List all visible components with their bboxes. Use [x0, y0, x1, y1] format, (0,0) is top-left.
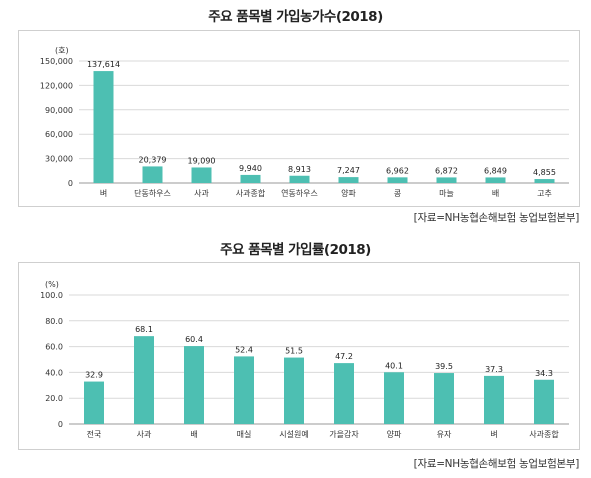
data-label: 34.3: [535, 369, 553, 378]
data-label: 19,090: [188, 156, 216, 165]
y-tick-label: 60.0: [45, 343, 63, 352]
y-axis-unit: (호): [55, 46, 69, 55]
y-tick-label: 100.0: [40, 291, 63, 300]
x-tick-label: 벼: [100, 188, 107, 198]
x-tick-label: 배: [190, 430, 197, 439]
bar-9: [484, 375, 504, 424]
x-tick-label: 마늘: [439, 189, 454, 198]
bar-2: [134, 336, 154, 424]
bar-7: [387, 177, 408, 183]
data-label: 68.1: [135, 325, 153, 334]
y-tick-label: 80.0: [45, 317, 63, 326]
bar-8: [436, 177, 457, 183]
bar-10: [534, 379, 554, 424]
x-tick-label: 유자: [437, 430, 452, 439]
source-note-rate: [자료=NH농협손해보험 농업보험본부]: [413, 458, 580, 470]
bar-8: [434, 373, 454, 424]
x-tick-label: 사과종합: [236, 189, 266, 198]
bar-1: [84, 381, 104, 424]
bar-4: [240, 174, 261, 183]
chart-rate: (%) 0 20.0 40.0 60.0 80.0 100.0 32.9 전국 68.1 사과 60.…: [40, 280, 569, 439]
x-tick-label: 가을감자: [329, 429, 359, 439]
bar-1: [93, 71, 114, 183]
x-tick-label: 사과종합: [529, 430, 559, 439]
x-tick-label: 벼: [490, 429, 497, 439]
x-tick-label: 사과: [194, 189, 209, 198]
x-tick-label: 배: [492, 189, 499, 198]
bar-2: [142, 166, 163, 183]
x-tick-label: 양파: [341, 189, 356, 198]
y-tick-label: 150,000: [40, 57, 73, 66]
data-label: 39.5: [435, 362, 453, 371]
x-tick-label: 사과: [137, 430, 152, 439]
bar-3: [191, 167, 212, 183]
data-label: 60.4: [185, 335, 203, 344]
data-label: 20,379: [139, 155, 167, 164]
data-label: 8,913: [288, 165, 311, 174]
y-tick-label: 30,000: [45, 155, 73, 164]
data-label: 6,849: [484, 166, 507, 175]
x-tick-label: 단동하우스: [134, 188, 171, 198]
bar-3: [184, 346, 204, 424]
data-label: 51.5: [285, 347, 303, 356]
y-axis-unit: (%): [45, 280, 59, 289]
data-label: 137,614: [87, 60, 120, 69]
bar-5: [289, 175, 310, 183]
chart-panel-households: (호) 0 30,000 60,000 90,000 120,000 150,000 137,…: [18, 30, 580, 207]
y-tick-label: 20.0: [45, 394, 63, 403]
chart-households: (호) 0 30,000 60,000 90,000 120,000 150,000 137,…: [40, 46, 569, 198]
chart-panel-rate: (%) 0 20.0 40.0 60.0 80.0 100.0 32.9 전국 68.1 사과 60.…: [18, 262, 580, 450]
y-tick-label: 90,000: [45, 106, 73, 115]
data-label: 32.9: [85, 371, 103, 380]
bar-9: [485, 177, 506, 183]
x-tick-label: 전국: [87, 429, 102, 439]
data-label: 47.2: [335, 352, 353, 361]
chart-title-rate: 주요 품목별 가입률(2018): [220, 242, 371, 258]
y-tick-label: 60,000: [45, 130, 73, 139]
x-tick-label: 콩: [394, 189, 401, 198]
chart-title-households: 주요 품목별 가입농가수(2018): [208, 9, 383, 25]
x-tick-label: 매실: [237, 429, 252, 439]
x-tick-label: 연동하우스: [281, 188, 318, 198]
y-tick-label: 40.0: [45, 368, 63, 377]
data-label: 6,962: [386, 166, 409, 175]
data-label: 7,247: [337, 166, 360, 175]
data-label: 52.4: [235, 345, 253, 354]
data-label: 6,872: [435, 166, 458, 175]
y-tick-label: 120,000: [40, 81, 73, 90]
y-tick-label: 0: [58, 420, 63, 429]
bar-10: [534, 179, 555, 183]
x-tick-label: 시설원예: [279, 429, 308, 439]
y-tick-label: 0: [68, 179, 73, 188]
x-tick-label: 고추: [537, 189, 552, 198]
data-label: 37.3: [485, 365, 503, 374]
source-note-households: [자료=NH농협손해보험 농업보험본부]: [413, 212, 580, 224]
data-label: 9,940: [239, 164, 262, 173]
bar-6: [338, 177, 359, 183]
bar-5: [284, 357, 304, 424]
bar-4: [234, 356, 254, 424]
data-label: 40.1: [385, 361, 403, 370]
bar-7: [384, 372, 404, 424]
x-tick-label: 양파: [387, 430, 402, 439]
bar-6: [334, 363, 354, 424]
data-label: 4,855: [533, 168, 556, 177]
